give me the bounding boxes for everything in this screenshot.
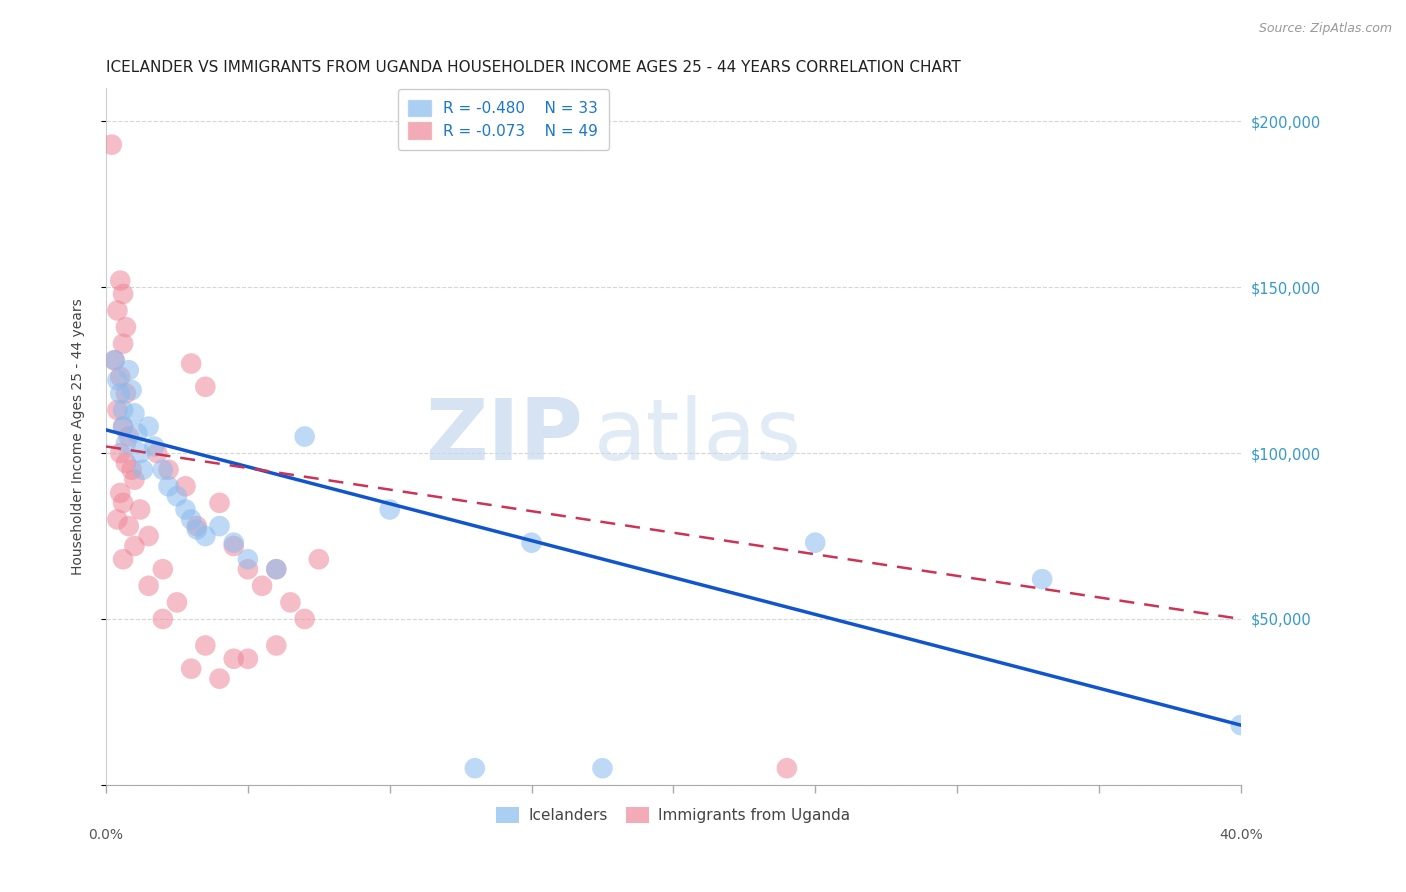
Point — [115, 320, 138, 334]
Point — [1229, 718, 1251, 732]
Point — [112, 419, 135, 434]
Point — [194, 529, 217, 543]
Point — [208, 519, 231, 533]
Point — [776, 761, 799, 775]
Point — [110, 274, 132, 288]
Point — [115, 436, 138, 450]
Point — [308, 552, 330, 566]
Point — [186, 519, 208, 533]
Point — [236, 552, 259, 566]
Point — [146, 446, 169, 460]
Point — [132, 463, 155, 477]
Point — [294, 612, 316, 626]
Point — [118, 429, 141, 443]
Point — [194, 639, 217, 653]
Point — [174, 479, 197, 493]
Point — [115, 456, 138, 470]
Point — [110, 446, 132, 460]
Point — [236, 652, 259, 666]
Point — [166, 489, 188, 503]
Point — [174, 502, 197, 516]
Point — [152, 463, 174, 477]
Point — [103, 353, 125, 368]
Point — [103, 353, 125, 368]
Point — [143, 440, 166, 454]
Point — [138, 529, 160, 543]
Point — [180, 357, 202, 371]
Point — [124, 539, 146, 553]
Text: ZIP: ZIP — [425, 395, 582, 478]
Legend: Icelanders, Immigrants from Uganda: Icelanders, Immigrants from Uganda — [491, 800, 856, 830]
Point — [180, 662, 202, 676]
Point — [166, 595, 188, 609]
Point — [124, 406, 146, 420]
Point — [118, 519, 141, 533]
Point — [264, 562, 287, 576]
Point — [222, 539, 245, 553]
Point — [378, 502, 401, 516]
Point — [118, 363, 141, 377]
Point — [129, 446, 152, 460]
Point — [264, 639, 287, 653]
Point — [180, 512, 202, 526]
Point — [112, 419, 135, 434]
Text: 0.0%: 0.0% — [89, 828, 124, 842]
Point — [112, 336, 135, 351]
Text: 40.0%: 40.0% — [1219, 828, 1263, 842]
Point — [280, 595, 302, 609]
Point — [222, 535, 245, 549]
Point — [208, 672, 231, 686]
Point — [107, 512, 129, 526]
Point — [138, 419, 160, 434]
Point — [157, 479, 180, 493]
Point — [208, 496, 231, 510]
Point — [121, 383, 143, 397]
Text: atlas: atlas — [593, 395, 801, 478]
Y-axis label: Householder Income Ages 25 - 44 years: Householder Income Ages 25 - 44 years — [72, 298, 86, 575]
Point — [464, 761, 486, 775]
Point — [110, 369, 132, 384]
Point — [520, 535, 543, 549]
Point — [127, 426, 149, 441]
Point — [138, 579, 160, 593]
Point — [592, 761, 614, 775]
Point — [236, 562, 259, 576]
Point — [115, 386, 138, 401]
Point — [100, 137, 122, 152]
Point — [110, 386, 132, 401]
Point — [112, 552, 135, 566]
Point — [194, 380, 217, 394]
Point — [157, 463, 180, 477]
Text: ICELANDER VS IMMIGRANTS FROM UGANDA HOUSEHOLDER INCOME AGES 25 - 44 YEARS CORREL: ICELANDER VS IMMIGRANTS FROM UGANDA HOUS… — [105, 60, 960, 75]
Point — [222, 652, 245, 666]
Text: Source: ZipAtlas.com: Source: ZipAtlas.com — [1258, 22, 1392, 36]
Point — [107, 373, 129, 387]
Point — [112, 403, 135, 417]
Point — [152, 562, 174, 576]
Point — [110, 486, 132, 500]
Point — [112, 496, 135, 510]
Point — [107, 403, 129, 417]
Point — [250, 579, 273, 593]
Point — [107, 303, 129, 318]
Point — [112, 286, 135, 301]
Point — [121, 463, 143, 477]
Point — [1031, 572, 1053, 586]
Point — [264, 562, 287, 576]
Point — [152, 612, 174, 626]
Point — [294, 429, 316, 443]
Point — [129, 502, 152, 516]
Point — [186, 523, 208, 537]
Point — [804, 535, 827, 549]
Point — [124, 473, 146, 487]
